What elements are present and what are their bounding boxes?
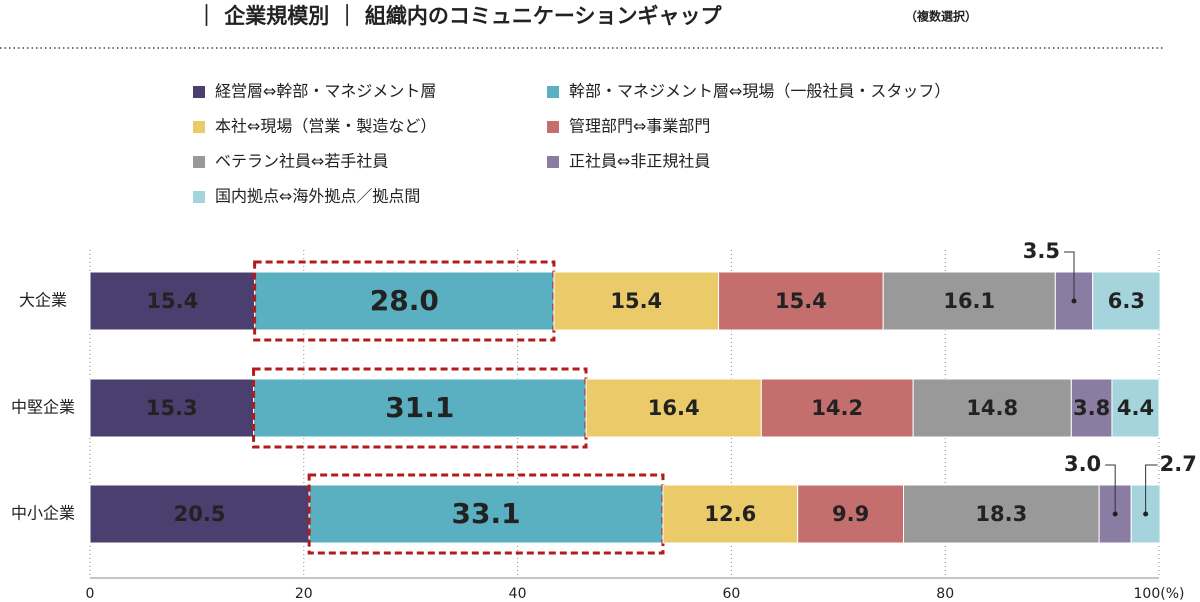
callout-dot [1112, 511, 1118, 517]
bar-segment [553, 271, 720, 331]
y-tick-label: 中小企業 [11, 504, 75, 523]
legend-swatch [547, 156, 559, 168]
legend-swatch [193, 191, 205, 203]
value-label: 15.4 [610, 289, 662, 313]
value-label: 3.5 [1023, 239, 1060, 263]
bar-segment [718, 271, 884, 331]
value-label: 14.2 [811, 396, 863, 420]
callout-line [1105, 464, 1116, 514]
callout-line [1145, 464, 1158, 514]
highlight-box [307, 473, 665, 555]
highlight-box [253, 260, 556, 342]
legend-label: 本社⇔現場（営業・製造など） [215, 117, 436, 136]
bar-segment [1092, 271, 1161, 331]
legend-label: 正社員⇔非正規社員 [569, 152, 710, 171]
x-tick-label: 0 [86, 586, 95, 602]
value-label: 16.1 [943, 289, 995, 313]
value-label: 4.4 [1117, 396, 1154, 420]
bar-segment [912, 378, 1072, 438]
value-label: 18.3 [975, 502, 1027, 526]
bar-segment [1111, 378, 1160, 438]
value-label: 28.0 [370, 284, 439, 317]
bar-segment [1070, 378, 1113, 438]
bar-segment [797, 484, 905, 544]
legend-label: 幹部・マネジメント層⇔現場（一般社員・スタッフ） [569, 82, 950, 101]
legend-label: ベテラン社員⇔若手社員 [215, 152, 388, 171]
legend-label: 管理部門⇔事業部門 [569, 117, 710, 136]
legend-label: 国内拠点⇔海外拠点／拠点間 [215, 187, 420, 206]
highlight-box [252, 367, 588, 449]
legend-swatch [547, 86, 559, 98]
value-label: 20.5 [174, 502, 226, 526]
y-tick-label: 大企業 [19, 291, 67, 310]
value-label: 3.8 [1073, 396, 1110, 420]
bar-segment [662, 484, 799, 544]
value-label: 15.3 [146, 396, 198, 420]
bar-segment [882, 271, 1056, 331]
bar-segment [253, 378, 587, 438]
x-tick-label: 40 [509, 586, 527, 602]
legend-swatch [547, 121, 559, 133]
bar-segment [89, 271, 256, 331]
x-tick-label: 60 [722, 586, 740, 602]
chart-subtitle: （複数選択） [905, 9, 977, 24]
x-tick-label: 80 [936, 586, 954, 602]
bar-segment [585, 378, 762, 438]
x-tick-label: 20 [295, 586, 313, 602]
callout-dot [1143, 511, 1149, 517]
value-label: 2.7 [1160, 452, 1197, 476]
x-tick-label: 100(%) [1134, 586, 1185, 602]
callout-dot [1071, 298, 1077, 304]
chart-title: ｜ 企業規模別 ｜ 組織内のコミュニケーションギャップ [196, 4, 723, 28]
value-label: 15.4 [146, 289, 198, 313]
bar-segment [760, 378, 914, 438]
legend-swatch [193, 121, 205, 133]
value-label: 33.1 [452, 497, 521, 530]
value-label: 14.8 [966, 396, 1018, 420]
value-label: 6.3 [1108, 289, 1145, 313]
legend-label: 経営層⇔幹部・マネジメント層 [215, 82, 436, 101]
value-label: 9.9 [832, 502, 869, 526]
value-label: 16.4 [648, 396, 700, 420]
bar-segment [903, 484, 1100, 544]
value-label: 15.4 [775, 289, 827, 313]
value-label: 3.0 [1064, 452, 1101, 476]
value-label: 31.1 [385, 391, 454, 424]
legend-swatch [193, 86, 205, 98]
callout-line [1064, 251, 1075, 301]
value-label: 12.6 [704, 502, 756, 526]
y-tick-label: 中堅企業 [11, 398, 75, 417]
legend-swatch [193, 156, 205, 168]
